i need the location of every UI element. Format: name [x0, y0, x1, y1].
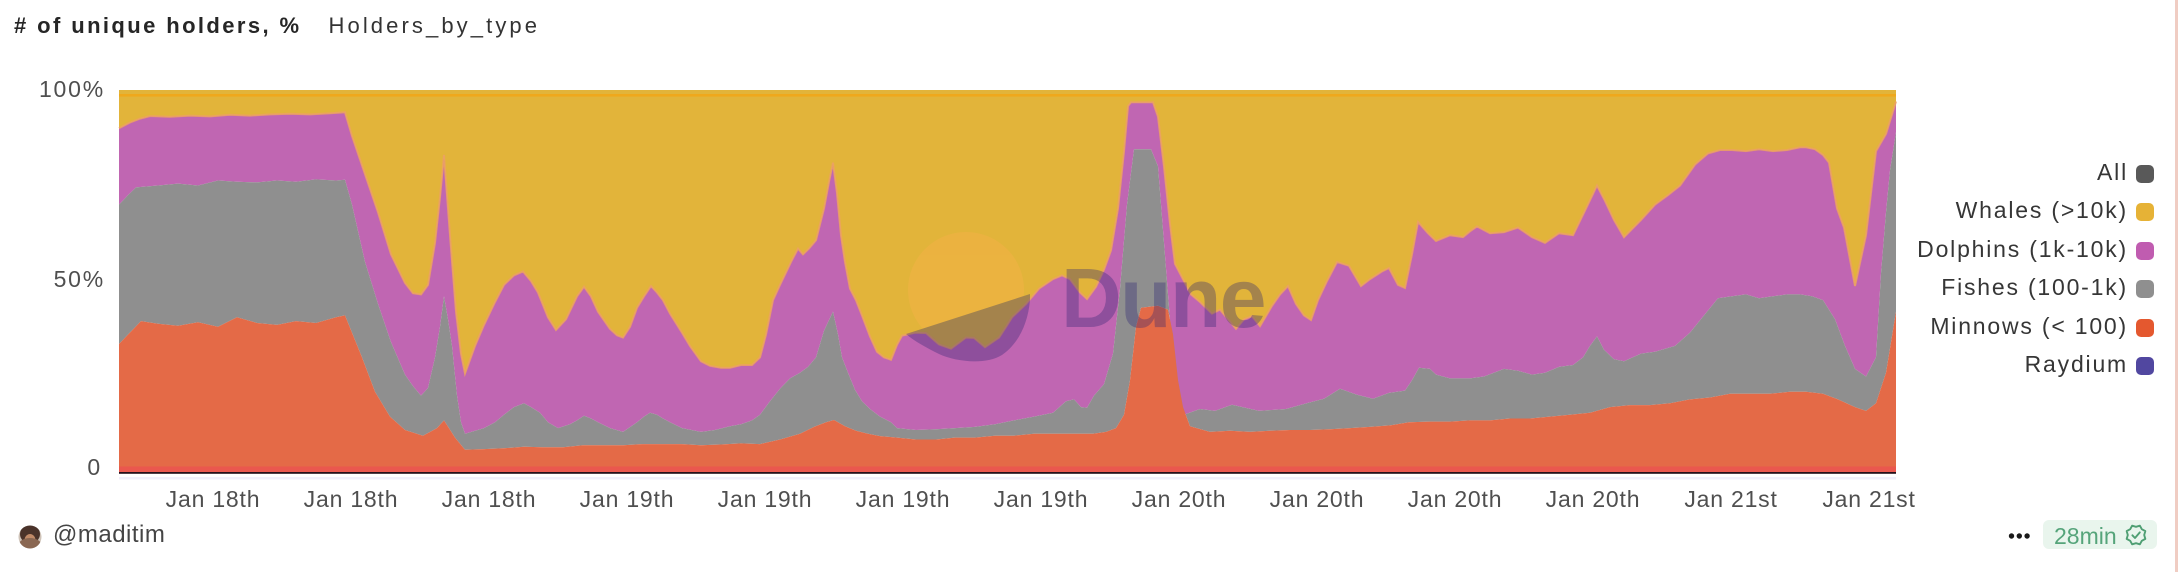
svg-text:Dune: Dune [1061, 251, 1265, 345]
